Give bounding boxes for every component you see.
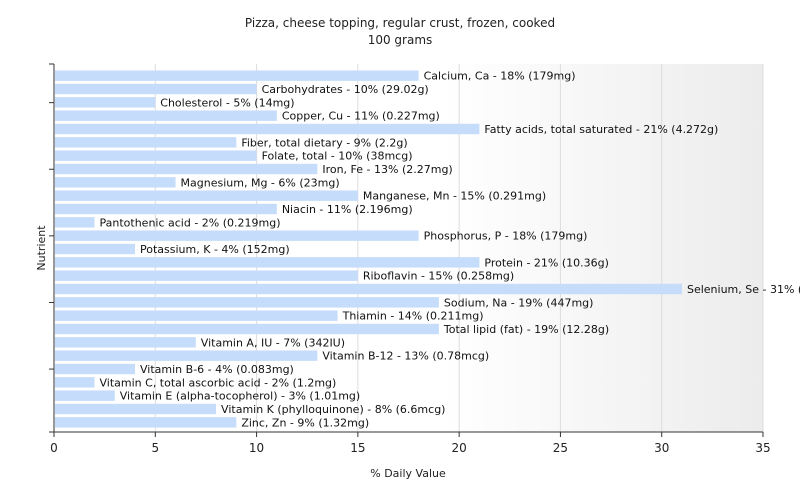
bar (55, 363, 136, 375)
bar-label: Fatty acids, total saturated - 21% (4.27… (484, 123, 718, 136)
bar (55, 337, 196, 348)
bar (55, 403, 217, 415)
x-tick-labels: 0 5 10 15 20 25 30 35 (50, 441, 770, 455)
bar (55, 177, 176, 188)
bar (55, 97, 156, 108)
x-tick-label: 5 (151, 441, 159, 455)
x-tick-label: 25 (553, 441, 568, 455)
bar-label: Vitamin A, IU - 7% (342IU) (201, 336, 345, 349)
bar-label: Vitamin B-6 - 4% (0.083mg) (140, 363, 294, 376)
bar-label: Potassium, K - 4% (152mg) (140, 243, 290, 256)
bar-label: Niacin - 11% (2.196mg) (282, 203, 413, 216)
x-tick-label: 30 (654, 441, 669, 455)
bar-label: Pantothenic acid - 2% (0.219mg) (100, 216, 281, 229)
bar-label: Vitamin C, total ascorbic acid - 2% (1.2… (100, 376, 337, 389)
bar (55, 390, 115, 401)
bar-label: Vitamin B-12 - 13% (0.78mcg) (322, 350, 489, 363)
bar-label: Folate, total - 10% (38mcg) (262, 150, 413, 163)
chart-title: Pizza, cheese topping, regular crust, fr… (245, 16, 555, 30)
bar-label: Magnesium, Mg - 6% (23mg) (181, 176, 340, 189)
bar (55, 283, 682, 295)
bar (55, 257, 480, 268)
bar-label: Iron, Fe - 13% (2.27mg) (322, 163, 452, 176)
bar (55, 310, 338, 321)
bar-label: Vitamin E (alpha-tocopherol) - 3% (1.01m… (120, 390, 360, 403)
bar (55, 243, 136, 255)
bars (55, 70, 682, 428)
x-axis-label: % Daily Value (370, 467, 446, 480)
bar-label: Zinc, Zn - 9% (1.32mg) (241, 416, 369, 429)
bar (55, 270, 358, 281)
bar (55, 123, 480, 135)
bar (55, 70, 419, 81)
chart-subtitle: 100 grams (368, 33, 433, 47)
bar (55, 350, 318, 361)
bar (55, 323, 439, 335)
bar (55, 110, 277, 121)
bar-label: Manganese, Mn - 15% (0.291mg) (363, 190, 546, 203)
bar (55, 137, 237, 148)
bar-label: Total lipid (fat) - 19% (12.28g) (443, 323, 609, 336)
x-tick-label: 0 (50, 441, 58, 455)
bar-label: Protein - 21% (10.36g) (484, 256, 609, 269)
y-axis-label: Nutrient (35, 225, 48, 271)
bar-label: Sodium, Na - 19% (447mg) (444, 296, 594, 309)
bar (55, 203, 277, 215)
bar-label: Phosphorus, P - 18% (179mg) (424, 230, 588, 243)
bar-label: Riboflavin - 15% (0.258mg) (363, 270, 514, 283)
bar-label: Carbohydrates - 10% (29.02g) (262, 83, 429, 96)
bar-label: Selenium, Se - 31% (21.5mcg) (687, 283, 800, 296)
bar-labels: Calcium, Ca - 18% (179mg)Carbohydrates -… (100, 70, 800, 430)
bar (55, 83, 257, 95)
bar-label: Thiamin - 14% (0.211mg) (342, 310, 484, 323)
bar (55, 190, 358, 201)
x-tick-label: 15 (350, 441, 365, 455)
bar-label: Copper, Cu - 11% (0.227mg) (282, 110, 440, 123)
bar-label: Cholesterol - 5% (14mg) (160, 96, 294, 109)
bar-label: Fiber, total dietary - 9% (2.2g) (241, 136, 407, 149)
bar (55, 150, 257, 161)
bar (55, 230, 419, 241)
bar (55, 163, 318, 175)
bar (55, 417, 237, 428)
x-tick-label: 35 (755, 441, 770, 455)
bar (55, 217, 95, 228)
bar (55, 297, 439, 308)
x-tick-label: 20 (452, 441, 467, 455)
bar (55, 377, 95, 388)
bar-label: Vitamin K (phylloquinone) - 8% (6.6mcg) (221, 403, 445, 416)
x-tick-label: 10 (249, 441, 264, 455)
bar-label: Calcium, Ca - 18% (179mg) (424, 70, 576, 83)
axes (49, 63, 764, 437)
